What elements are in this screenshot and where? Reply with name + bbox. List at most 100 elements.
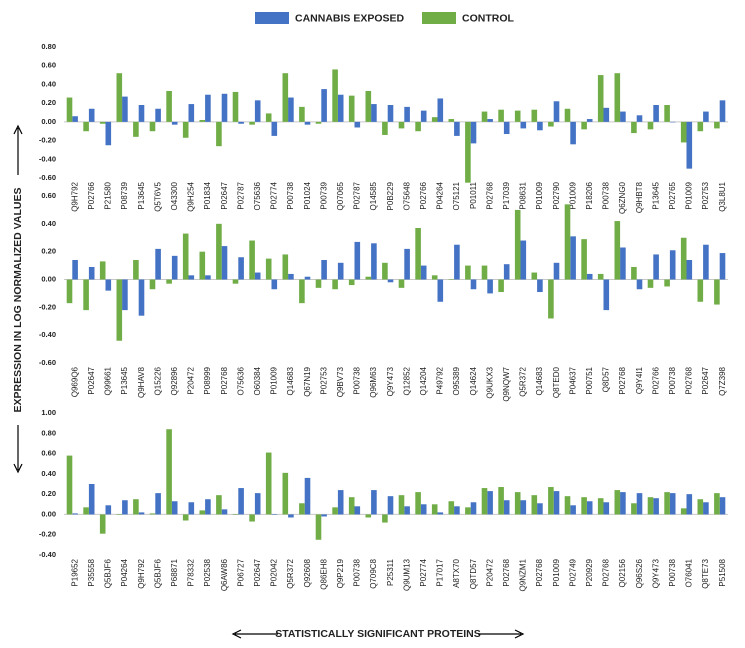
bar	[348, 95, 355, 122]
bar	[719, 497, 726, 515]
x-tick-label: P21580	[104, 181, 113, 209]
x-tick-label: P02768	[502, 558, 511, 586]
x-tick-label: P78332	[187, 558, 196, 586]
legend-label: CONTROL	[462, 12, 514, 24]
bar	[365, 514, 372, 518]
bar	[282, 472, 289, 515]
x-tick-label: Q7Z398	[718, 366, 727, 395]
bar	[404, 248, 410, 280]
bar	[249, 121, 255, 125]
x-tick-label: P02749	[568, 558, 577, 586]
arrow-right	[478, 629, 525, 639]
bar	[703, 111, 709, 122]
bar	[454, 244, 460, 280]
x-tick-label: O75121	[452, 181, 461, 210]
bar	[382, 121, 388, 135]
bar	[249, 240, 255, 280]
x-tick-label: Q86EH8	[319, 558, 328, 589]
x-tick-label: P00738	[602, 181, 611, 209]
x-tick-label: P02768	[220, 366, 229, 394]
x-tick-label: P02766	[419, 181, 428, 209]
y-tick-label: 0.60	[41, 191, 56, 200]
x-tick-label: Q14683	[286, 366, 295, 395]
x-tick-label: Q96S26	[635, 558, 644, 588]
y-tick-label: 0.00	[41, 274, 56, 283]
bar	[680, 508, 687, 515]
bar	[332, 69, 338, 122]
bar	[647, 121, 654, 130]
bar	[697, 279, 704, 302]
bar	[481, 111, 488, 122]
bar	[597, 75, 604, 122]
x-tick-label: O95389	[452, 366, 461, 395]
bar	[83, 507, 89, 515]
bar	[138, 512, 145, 515]
x-tick-label: Q9UM13	[402, 558, 411, 591]
bar	[498, 109, 504, 122]
x-tick-label: P18206	[585, 181, 594, 209]
x-axis-title: STATISTICALLY SIGNIFICANT PROTEINS	[275, 628, 481, 640]
bar	[133, 260, 139, 280]
x-tick-label: O76041	[685, 558, 694, 587]
bar	[437, 98, 444, 122]
x-tick-label: Q9H792	[70, 181, 79, 211]
x-tick-label: Q15226	[153, 366, 162, 395]
bar	[714, 121, 720, 129]
x-tick-label: Q8TE73	[701, 558, 710, 588]
x-tick-label: P02787	[236, 181, 245, 209]
x-tick-label: A8TX70	[452, 558, 461, 587]
x-tick-label: Q5R372	[286, 558, 295, 588]
bar	[398, 121, 405, 129]
bar	[271, 121, 278, 136]
x-tick-label: P68871	[170, 558, 179, 586]
bar	[431, 504, 438, 515]
bar	[116, 514, 123, 515]
x-tick-label: O75636	[253, 181, 262, 210]
bar	[282, 73, 289, 122]
bar	[431, 117, 438, 122]
bar	[105, 505, 112, 515]
bar	[238, 121, 244, 124]
bar	[481, 488, 488, 515]
bar	[647, 279, 654, 288]
bar	[83, 121, 89, 132]
x-tick-label: Q8TD57	[469, 558, 478, 589]
bar	[116, 279, 123, 341]
bar	[122, 96, 128, 122]
bar	[548, 279, 554, 319]
bar	[304, 121, 311, 125]
x-tick-label: Q9Y473	[386, 366, 395, 396]
bar	[232, 514, 239, 515]
bar	[315, 121, 322, 124]
bar	[581, 497, 587, 515]
y-tick-label: 0.40	[41, 469, 56, 478]
x-tick-label: P08999	[203, 366, 212, 394]
y-axis-title: EXPRESSION IN LOG NORMALIZED VALUES	[12, 188, 24, 413]
bar	[387, 496, 394, 515]
bar	[415, 121, 421, 132]
bar	[664, 279, 670, 287]
bar	[581, 239, 587, 280]
bar	[321, 514, 327, 517]
bar	[686, 260, 693, 280]
bar	[105, 121, 112, 146]
bar	[188, 275, 195, 280]
x-tick-label: Q3L8U1	[718, 181, 727, 211]
y-tick-label: 0.00	[41, 117, 56, 126]
bar	[337, 94, 344, 122]
bar	[72, 513, 78, 515]
bar	[680, 121, 687, 143]
bar	[669, 493, 676, 515]
x-tick-label: P00738	[353, 558, 362, 586]
bar	[282, 254, 289, 280]
bar	[387, 279, 394, 283]
y-tick-label: -0.60	[39, 173, 56, 182]
x-tick-label: Q14624	[469, 366, 478, 395]
y-tick-label: -0.20	[39, 302, 56, 311]
x-tick-label: Q96M63	[369, 366, 378, 397]
bar	[437, 512, 444, 515]
x-tick-label: Q14683	[535, 366, 544, 395]
bar	[254, 272, 261, 280]
x-tick-label: P02768	[618, 366, 627, 394]
